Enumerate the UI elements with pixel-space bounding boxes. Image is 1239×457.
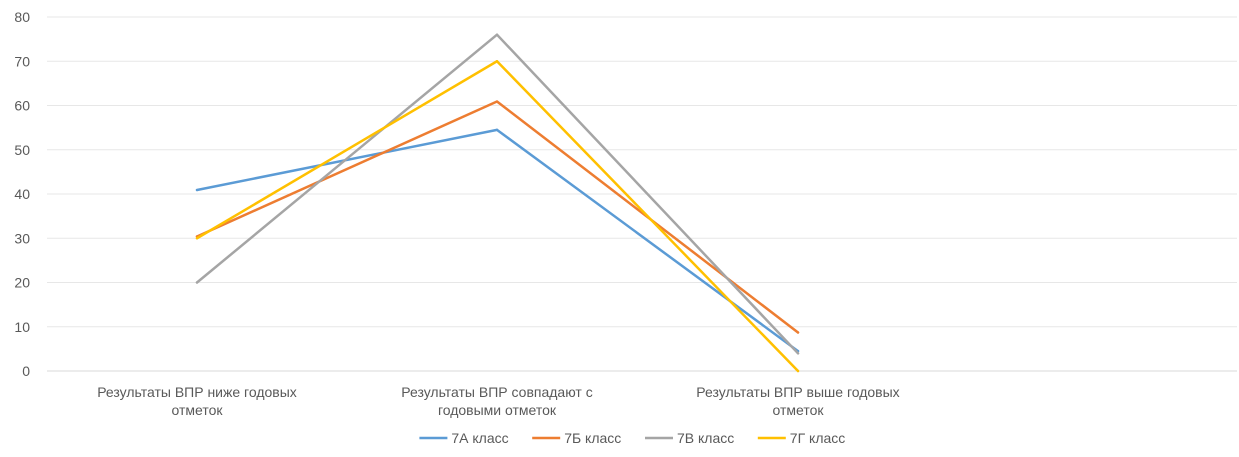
y-tick-label: 60 (14, 98, 30, 114)
data-point (495, 33, 499, 36)
legend-item: 7Б класс (532, 430, 621, 446)
y-tick-label: 10 (14, 319, 30, 335)
series-line (195, 128, 800, 353)
x-tick-label: Результаты ВПР ниже годовых отметок (97, 384, 297, 418)
series-line (195, 100, 800, 334)
data-point (495, 100, 499, 103)
y-tick-label: 70 (14, 53, 30, 69)
data-point (195, 281, 199, 284)
legend-label: 7Б класс (564, 430, 621, 446)
y-tick-label: 30 (14, 230, 30, 246)
data-point (495, 60, 499, 63)
data-point (796, 331, 800, 334)
x-tick-label: Результаты ВПР совпадают с годовыми отмет… (401, 384, 592, 418)
legend-label: 7В класс (677, 430, 734, 446)
legend-item: 7В класс (645, 430, 734, 446)
series-line (195, 60, 800, 373)
y-tick-label: 50 (14, 142, 30, 158)
data-point (796, 369, 800, 373)
x-tick-label-line: годовыми отметок (438, 402, 557, 418)
data-point (195, 188, 199, 192)
data-point (495, 128, 499, 132)
y-tick-label: 80 (14, 9, 30, 25)
y-tick-label: 0 (22, 363, 30, 379)
legend: 7А класс 7Б класс 7В класс 7Г класс (419, 430, 845, 446)
y-axis-ticks: 0 10 20 30 40 50 60 70 80 (14, 9, 30, 379)
x-tick-label-line: Результаты ВПР выше годовых (696, 384, 899, 400)
y-tick-label: 20 (14, 275, 30, 291)
legend-item: 7Г класс (757, 430, 846, 446)
y-tick-label: 40 (14, 186, 30, 202)
legend-item: 7А класс (419, 430, 509, 446)
x-axis-ticks: Результаты ВПР ниже годовых отметокРезуль… (97, 384, 899, 418)
data-point (796, 352, 800, 355)
legend-label: 7А класс (451, 430, 508, 446)
legend-label: 7Г класс (790, 430, 846, 446)
x-tick-label-line: Результаты ВПР совпадают с (401, 384, 592, 400)
data-point (195, 237, 199, 240)
series-lines (195, 33, 800, 373)
x-tick-label-line: отметок (772, 402, 824, 418)
x-tick-label-line: отметок (171, 402, 223, 418)
gridlines (47, 16, 1237, 372)
x-tick-label-line: Результаты ВПР ниже годовых (97, 384, 297, 400)
x-tick-label: Результаты ВПР выше годовых отметок (696, 384, 899, 418)
